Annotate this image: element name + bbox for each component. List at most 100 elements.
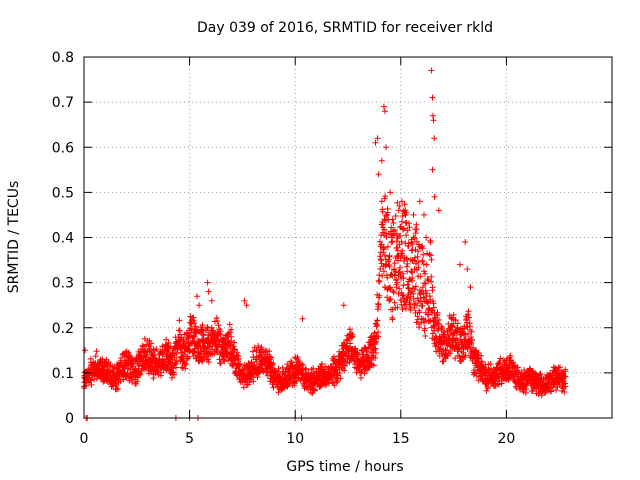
data-point (388, 224, 395, 231)
data-point (412, 283, 419, 290)
data-point (395, 290, 402, 297)
data-point (126, 352, 133, 358)
data-point (395, 207, 402, 214)
data-point (311, 387, 318, 394)
data-point (380, 244, 387, 251)
data-point (270, 360, 277, 367)
data-point (475, 349, 482, 356)
data-point (410, 234, 417, 241)
y-tick-label: 0.2 (52, 321, 74, 337)
data-point (429, 287, 436, 294)
data-point (473, 373, 480, 379)
data-point (367, 360, 374, 367)
data-point (396, 268, 403, 275)
data-point (396, 285, 403, 292)
data-point (424, 276, 431, 283)
data-point (409, 269, 416, 276)
data-point (382, 262, 389, 269)
data-point (241, 297, 248, 304)
data-point (302, 367, 309, 373)
data-point (275, 389, 282, 396)
data-point (397, 264, 403, 271)
data-point (561, 389, 568, 395)
data-point (407, 293, 414, 300)
data-point (419, 302, 426, 309)
data-point (148, 340, 155, 347)
data-point (390, 288, 396, 295)
data-point (234, 349, 241, 356)
data-point (410, 295, 417, 302)
data-point (253, 358, 260, 365)
data-point (412, 230, 419, 237)
data-point (552, 365, 559, 372)
data-point (499, 363, 506, 370)
data-point (420, 251, 427, 258)
data-point (449, 323, 456, 330)
data-point (182, 365, 189, 372)
data-point (88, 381, 95, 388)
data-point (423, 234, 430, 241)
data-point (240, 384, 247, 391)
data-point (427, 239, 434, 246)
data-point (268, 354, 274, 361)
data-point (250, 348, 256, 355)
grid (84, 57, 612, 418)
data-point (403, 209, 410, 216)
data-point (347, 326, 353, 333)
data-point (450, 311, 457, 318)
data-point (399, 247, 406, 254)
data-point (398, 198, 405, 205)
data-point (173, 357, 180, 364)
data-point (417, 298, 424, 305)
data-point (391, 227, 398, 233)
data-point (82, 347, 89, 354)
data-point (163, 336, 170, 343)
data-point (406, 297, 413, 304)
data-point (437, 345, 444, 352)
data-point (258, 346, 265, 352)
data-point (413, 226, 420, 233)
y-tick-label: 0.4 (52, 231, 74, 247)
data-point (394, 304, 401, 311)
data-point (562, 366, 569, 373)
data-point (415, 264, 422, 271)
data-point (303, 365, 309, 372)
data-point (411, 286, 418, 293)
data-point (340, 302, 347, 309)
y-tick-label: 0.1 (52, 366, 74, 382)
data-point (401, 225, 407, 232)
data-point (214, 317, 221, 324)
y-tick-label: 0 (65, 411, 74, 427)
data-point (333, 379, 340, 386)
data-point (393, 238, 400, 245)
data-point (448, 316, 455, 323)
data-point (127, 370, 134, 377)
data-point (243, 302, 250, 309)
data-point (425, 300, 432, 306)
plot-frame (83, 56, 613, 419)
data-point (417, 273, 424, 280)
data-point (425, 311, 432, 318)
data-point (384, 243, 391, 250)
data-point (217, 328, 224, 335)
data-point (374, 135, 381, 142)
data-point (468, 328, 475, 335)
data-point (199, 322, 206, 329)
data-point (146, 343, 153, 349)
data-point (412, 310, 419, 316)
data-point (347, 340, 354, 347)
data-point (372, 139, 379, 146)
data-point (415, 259, 422, 265)
data-point (127, 353, 133, 360)
data-point (462, 239, 469, 245)
data-point (385, 285, 392, 292)
x-tick-label: 15 (392, 431, 410, 447)
data-point (387, 296, 394, 303)
data-point (403, 256, 410, 262)
data-point (371, 339, 378, 346)
data-point (523, 386, 530, 393)
data-point (452, 317, 459, 324)
data-point (429, 112, 436, 119)
data-point (442, 346, 449, 353)
data-point (419, 258, 426, 265)
